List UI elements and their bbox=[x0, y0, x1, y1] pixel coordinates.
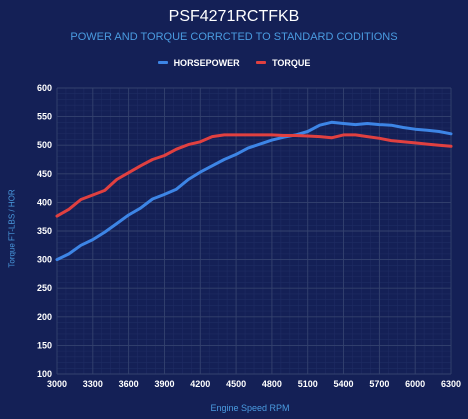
y-tick-label: 150 bbox=[37, 340, 52, 350]
grid bbox=[56, 87, 452, 375]
legend-item-torque[interactable]: TORQUE bbox=[256, 58, 310, 68]
y-tick-label: 600 bbox=[37, 83, 52, 93]
x-tick-label: 5400 bbox=[334, 379, 354, 389]
legend-label-torque: TORQUE bbox=[272, 57, 311, 68]
x-axis-label: Engine Speed RPM bbox=[210, 403, 290, 413]
legend-item-horsepower[interactable]: HORSEPOWER bbox=[157, 57, 240, 68]
chart-legend: HORSEPOWER TORQUE bbox=[0, 56, 468, 68]
y-tick-label: 250 bbox=[37, 283, 52, 293]
x-tick-label: 3300 bbox=[83, 379, 103, 389]
y-tick-label: 400 bbox=[37, 197, 52, 207]
y-tick-label: 550 bbox=[37, 112, 52, 122]
x-tick-label: 5700 bbox=[369, 379, 389, 389]
y-axis-label: Torque FT-LBS / HOR bbox=[7, 189, 17, 268]
legend-swatch-horsepower bbox=[157, 61, 168, 64]
x-tick-label: 5100 bbox=[298, 379, 318, 389]
chart-title: PSF4271RCTFKB bbox=[168, 8, 300, 25]
series-line-torque[interactable] bbox=[55, 133, 453, 218]
y-tick-label: 200 bbox=[37, 312, 52, 322]
legend-swatch-torque bbox=[256, 61, 267, 64]
series-line-horsepower[interactable] bbox=[55, 120, 453, 262]
chart-subtitle: POWER AND TORQUE CORRCTED TO STANDARD CO… bbox=[70, 31, 398, 43]
y-tick-label: 450 bbox=[37, 169, 52, 179]
y-tick-label: 500 bbox=[37, 140, 52, 150]
x-tick-label: 3600 bbox=[119, 379, 139, 389]
x-tick-label: 6000 bbox=[405, 379, 425, 389]
legend-label-horsepower: HORSEPOWER bbox=[173, 57, 240, 68]
x-tick-label: 4800 bbox=[262, 379, 282, 389]
y-tick-label: 100 bbox=[37, 369, 52, 379]
y-tick-label: 300 bbox=[37, 255, 52, 265]
x-tick-label: 3900 bbox=[154, 379, 174, 389]
y-tick-label: 350 bbox=[37, 226, 52, 236]
x-tick-label: 4200 bbox=[190, 379, 210, 389]
x-tick-label: 6300 bbox=[441, 379, 461, 389]
x-tick-label: 3000 bbox=[47, 379, 67, 389]
x-tick-label: 4500 bbox=[226, 379, 246, 389]
